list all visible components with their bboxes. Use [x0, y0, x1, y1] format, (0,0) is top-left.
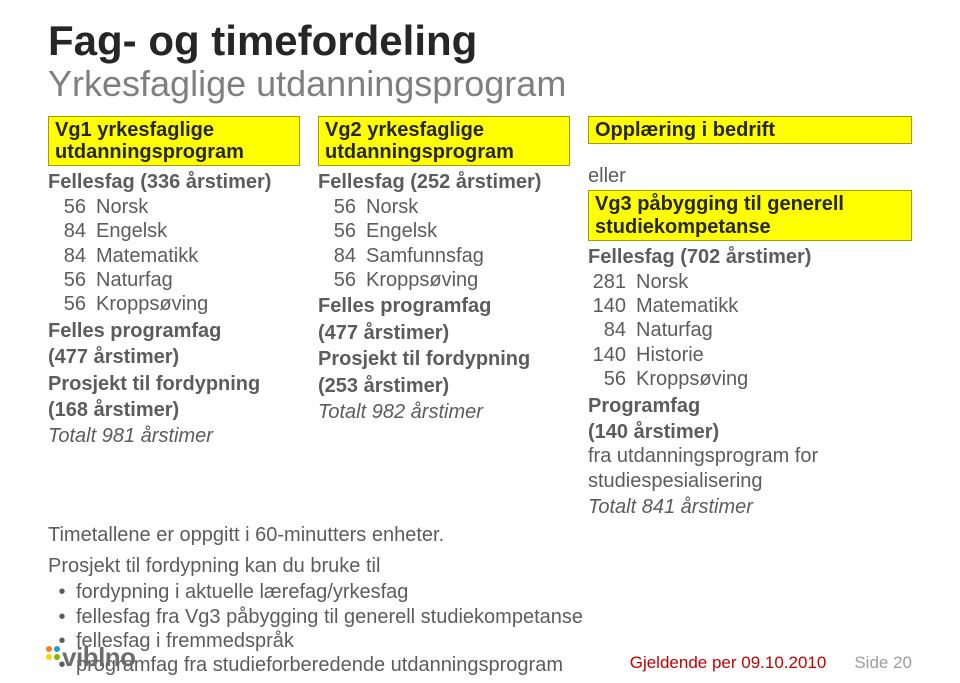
- col1-header: Vg1 yrkesfaglige utdanningsprogram: [48, 116, 300, 167]
- col2-prosjekt-l2: (253 årstimer): [318, 374, 570, 398]
- col1-felles-l2: (477 årstimer): [48, 345, 300, 369]
- logo: viblno: [48, 642, 136, 673]
- subject-row: 84Engelsk: [48, 219, 300, 243]
- col2-fellesfag: Fellesfag (252 årstimer): [318, 170, 570, 194]
- col2-felles-l2: (477 årstimer): [318, 321, 570, 345]
- slide: Fag- og timefordeling Yrkesfaglige utdan…: [0, 0, 960, 678]
- footer-page: Side 20: [854, 653, 912, 673]
- logo-dots-icon: [46, 646, 60, 660]
- col3-prog-l1: Programfag: [588, 394, 912, 418]
- subject-row: 56Norsk: [48, 195, 300, 219]
- col3-total: Totalt 841 årstimer: [588, 495, 912, 519]
- col3-header2: Vg3 påbygging til generell studiekompeta…: [588, 190, 912, 241]
- col3-eller: eller: [588, 164, 912, 188]
- subject-row: 56Kroppsøving: [318, 268, 570, 292]
- col3-header2-l1: Vg3 påbygging til generell: [595, 193, 905, 215]
- column-vg1: Vg1 yrkesfaglige utdanningsprogram Felle…: [48, 116, 300, 520]
- subject-row: 56Kroppsøving: [588, 367, 912, 391]
- subject-row: 84Samfunnsfag: [318, 244, 570, 268]
- col1-prosjekt-l2: (168 årstimer): [48, 398, 300, 422]
- col2-header-l2: utdanningsprogram: [325, 141, 563, 163]
- subject-row: 56Kroppsøving: [48, 292, 300, 316]
- col2-total: Totalt 982 årstimer: [318, 400, 570, 424]
- col3-prog-l3: fra utdanningsprogram for: [588, 444, 912, 468]
- subject-row: 140Historie: [588, 343, 912, 367]
- page-subtitle: Yrkesfaglige utdanningsprogram: [48, 64, 912, 104]
- col3-header1-text: Opplæring i bedrift: [595, 119, 905, 141]
- subject-row: 84Matematikk: [48, 244, 300, 268]
- col1-felles-l1: Felles programfag: [48, 319, 300, 343]
- col1-prosjekt-l1: Prosjekt til fordypning: [48, 372, 300, 396]
- col3-prog-l4: studiespesialisering: [588, 469, 912, 493]
- footer: viblno Gjeldende per 09.10.2010 Side 20: [48, 642, 912, 673]
- subject-row: 56Engelsk: [318, 219, 570, 243]
- logo-text: viblno: [62, 642, 136, 673]
- columns: Vg1 yrkesfaglige utdanningsprogram Felle…: [48, 116, 912, 520]
- col3-header2-l2: studiekompetanse: [595, 216, 905, 238]
- bullet-row: •fellesfag fra Vg3 påbygging til generel…: [48, 605, 594, 629]
- page-title: Fag- og timefordeling: [48, 20, 912, 62]
- subject-row: 281Norsk: [588, 270, 912, 294]
- footer-right: Gjeldende per 09.10.2010 Side 20: [630, 653, 912, 673]
- subject-row: 140Matematikk: [588, 294, 912, 318]
- col2-header-l1: Vg2 yrkesfaglige: [325, 119, 563, 141]
- subject-row: 56Norsk: [318, 195, 570, 219]
- col2-header: Vg2 yrkesfaglige utdanningsprogram: [318, 116, 570, 167]
- subject-row: 84Naturfag: [588, 318, 912, 342]
- col2-prosjekt-l1: Prosjekt til fordypning: [318, 347, 570, 371]
- footer-date: Gjeldende per 09.10.2010: [630, 653, 827, 673]
- col3-fellesfag: Fellesfag (702 årstimer): [588, 245, 912, 269]
- notes-line2: Prosjekt til fordypning kan du bruke til: [48, 554, 594, 578]
- col1-header-l1: Vg1 yrkesfaglige: [55, 119, 293, 141]
- col1-fellesfag: Fellesfag (336 årstimer): [48, 170, 300, 194]
- notes-line1: Timetallene er oppgitt i 60-minutters en…: [48, 523, 594, 547]
- col2-felles-l1: Felles programfag: [318, 294, 570, 318]
- column-vg2: Vg2 yrkesfaglige utdanningsprogram Felle…: [318, 116, 570, 520]
- bullet-row: •fordypning i aktuelle lærefag/yrkesfag: [48, 580, 594, 604]
- subject-row: 56Naturfag: [48, 268, 300, 292]
- col3-header1: Opplæring i bedrift: [588, 116, 912, 144]
- col3-prog-l2: (140 årstimer): [588, 420, 912, 444]
- column-vg3: Opplæring i bedrift eller Vg3 påbygging …: [588, 116, 912, 520]
- col1-total: Totalt 981 årstimer: [48, 424, 300, 448]
- col1-header-l2: utdanningsprogram: [55, 141, 293, 163]
